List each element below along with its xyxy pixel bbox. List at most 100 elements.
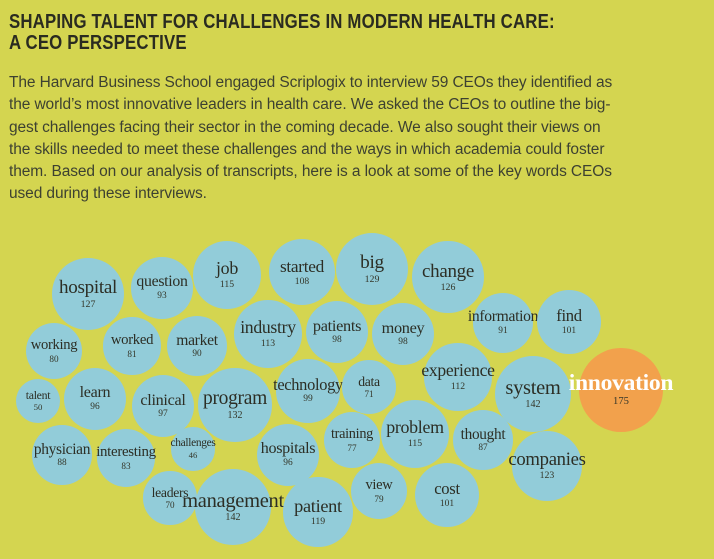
bubble-word: learn (79, 384, 111, 402)
bubble-market: market 90 (166, 315, 228, 377)
bubble-count: 81 (127, 348, 137, 359)
bubble-word: training (330, 426, 374, 443)
bubble-count: 70 (165, 500, 175, 511)
bubble-count: 99 (303, 394, 313, 405)
bubble-word: cost (434, 478, 460, 498)
bubble-count: 97 (158, 409, 168, 420)
bubble-word: clinical (140, 391, 186, 410)
bubble-data: data 71 (342, 360, 396, 414)
bubble-clinical: clinical 97 (131, 374, 195, 438)
bubble-word: money (381, 318, 425, 338)
bubble-count: 98 (332, 335, 342, 346)
bubble-management: management 142 (182, 469, 284, 545)
bubble-count: 126 (440, 281, 456, 293)
bubble-learn: learn 96 (63, 367, 127, 431)
bubble-word: innovation (568, 369, 674, 396)
bubble-challenges: challenges 46 (170, 427, 216, 471)
bubble-count: 91 (498, 326, 508, 337)
bubble-hospital: hospital 127 (52, 258, 124, 330)
bubble-thought: thought 87 (453, 410, 513, 470)
bubble-program: program 132 (198, 368, 272, 442)
bubble-count: 142 (525, 399, 541, 411)
bubble-count: 101 (561, 325, 577, 336)
bubble-change: change 126 (412, 241, 484, 313)
bubble-count: 129 (364, 273, 380, 285)
bubble-find: find 101 (537, 290, 601, 354)
bubble-companies: companies 123 (508, 430, 586, 502)
bubble-system: system 142 (495, 356, 571, 432)
bubble-word: talent (25, 387, 51, 402)
bubble-word: data (358, 373, 380, 389)
bubble-word: started (280, 256, 324, 276)
bubble-word: challenges (170, 436, 216, 449)
bubble-count: 115 (219, 279, 235, 291)
bubble-count: 93 (157, 291, 167, 302)
bubble-word: big (360, 252, 384, 274)
bubble-count: 142 (225, 512, 241, 524)
bubble-word: leaders (151, 484, 189, 500)
bubble-count: 71 (364, 389, 374, 400)
bubble-word: companies (508, 448, 586, 470)
bubble-word: experience (421, 360, 495, 381)
bubble-patient: patient 119 (283, 477, 353, 547)
bubble-word: working (30, 337, 78, 354)
bubble-word: problem (386, 417, 444, 438)
bubble-count: 88 (57, 458, 67, 469)
bubble-big: big 129 (335, 232, 409, 306)
bubble-word: management (182, 489, 284, 512)
bubble-word: find (556, 305, 582, 325)
bubble-training: training 77 (324, 412, 380, 468)
bubble-view: view 79 (350, 462, 408, 520)
bubble-word: physician (33, 440, 91, 458)
bubble-word: hospitals (260, 440, 316, 458)
bubble-word: question (136, 273, 188, 291)
bubble-word: system (505, 376, 561, 399)
bubble-word: patient (294, 495, 342, 516)
bubble-count: 90 (192, 349, 202, 360)
bubble-interesting: interesting 83 (96, 429, 156, 487)
bubble-count: 119 (310, 516, 326, 528)
bubble-industry: industry 113 (234, 300, 302, 368)
bubble-word: information (467, 308, 539, 326)
bubble-count: 127 (80, 298, 96, 310)
bubble-count: 96 (90, 402, 100, 413)
bubble-word: job (216, 258, 238, 279)
bubble-word: industry (240, 317, 296, 338)
bubble-job: job 115 (192, 240, 262, 310)
intro-paragraph: The Harvard Business School engaged Scri… (9, 74, 613, 203)
bubble-started: started 108 (268, 238, 336, 306)
bubble-count: 108 (294, 275, 310, 287)
bubble-technology: technology 99 (273, 359, 343, 423)
bubble-count: 80 (49, 353, 59, 364)
bubble-count: 113 (260, 337, 276, 349)
bubble-word: program (203, 388, 267, 410)
bubble-count: 79 (374, 493, 384, 504)
bubble-count: 175 (613, 396, 629, 408)
bubble-count: 83 (121, 460, 131, 471)
bubble-word: thought (460, 425, 506, 443)
bubble-word: market (176, 331, 218, 349)
bubble-leaders: leaders 70 (143, 471, 197, 525)
bubble-talent: talent 50 (15, 378, 61, 424)
bubble-innovation: innovation 175 (569, 347, 674, 433)
bubble-money: money 98 (371, 302, 435, 366)
bubble-count: 46 (188, 450, 198, 461)
bubble-cost: cost 101 (415, 463, 479, 527)
bubble-physician: physician 88 (32, 425, 92, 485)
bubble-information: information 91 (468, 292, 538, 354)
bubble-word: hospital (58, 277, 118, 299)
bubble-question: question 93 (131, 257, 193, 319)
bubble-working: working 80 (25, 322, 83, 380)
bubble-count: 112 (450, 380, 466, 392)
bubble-count: 96 (283, 458, 293, 469)
bubble-word: technology (273, 375, 343, 395)
bubble-count: 123 (539, 470, 555, 482)
bubble-hospitals: hospitals 96 (256, 423, 320, 487)
bubble-word: view (365, 477, 393, 494)
bubble-count: 98 (398, 337, 408, 348)
bubble-count: 115 (407, 438, 423, 450)
bubble-word: worked (110, 332, 154, 349)
bubble-experience: experience 112 (421, 343, 495, 411)
